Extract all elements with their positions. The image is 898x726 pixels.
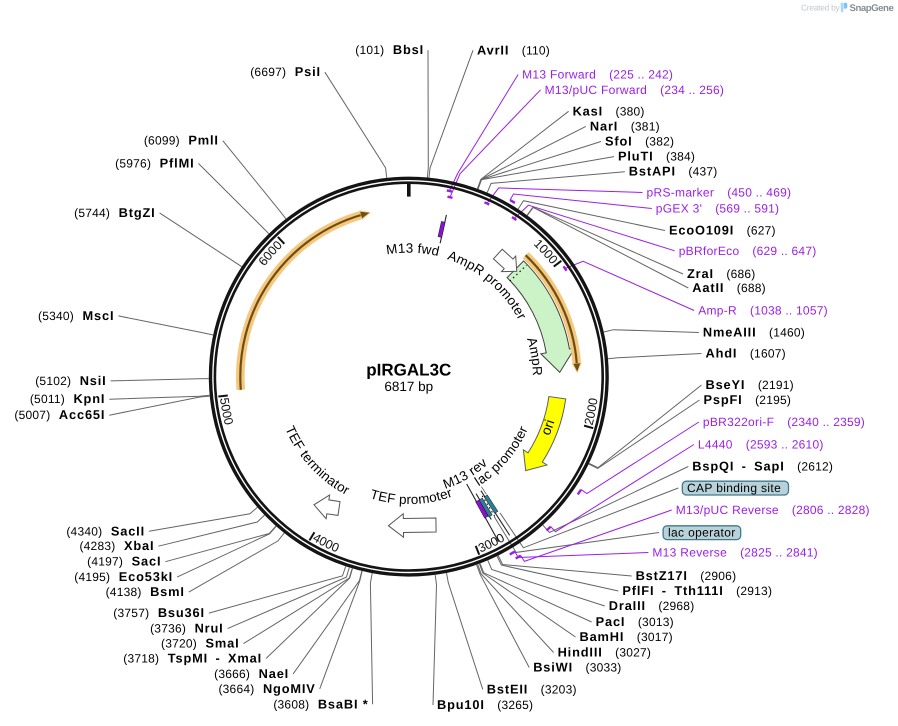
svg-text:(6697)PsiI: (6697) PsiI (250, 64, 321, 79)
svg-text:lac operator: lac operator (668, 526, 736, 540)
svg-text:(5007)Acc65I: (5007) Acc65I (14, 407, 105, 422)
svg-text:EcoO109I(627): EcoO109I (627) (669, 223, 776, 238)
svg-text:ori: ori (538, 418, 557, 438)
svg-text:CAP binding site: CAP binding site (687, 481, 781, 495)
svg-text:PflFI - Tth111I(2913): PflFI - Tth111I (2913) (622, 583, 772, 598)
svg-text:M13/pUC Forward(234 .. 256): M13/pUC Forward (234 .. 256) (545, 83, 725, 97)
svg-text:BstZ17I(2906): BstZ17I (2906) (636, 568, 737, 583)
svg-text:pIRGAL3C: pIRGAL3C (366, 361, 451, 380)
svg-text:NmeAIII(1460): NmeAIII (1460) (703, 325, 805, 340)
svg-text:(3608)BsaBI *: (3608) BsaBI * (273, 696, 368, 711)
svg-text:Created by: Created by (801, 2, 841, 12)
svg-text:BspQI - SapI(2612): BspQI - SapI (2612) (692, 459, 833, 474)
svg-text:SnapGene: SnapGene (850, 3, 894, 14)
svg-text:M13/pUC Reverse(2806 .. 2828): M13/pUC Reverse (2806 .. 2828) (676, 503, 870, 517)
svg-text:5000: 5000 (217, 397, 236, 427)
svg-text:6817 bp: 6817 bp (384, 379, 433, 394)
svg-text:BstAPI(437): BstAPI (437) (629, 164, 718, 179)
svg-text:(3718)TspMI - XmaI: (3718) TspMI - XmaI (123, 651, 262, 666)
svg-text:pGEX 3'(569 .. 591): pGEX 3' (569 .. 591) (656, 202, 779, 216)
svg-text:L4440(2593 .. 2610): L4440 (2593 .. 2610) (698, 438, 824, 452)
svg-text:(3664)NgoMIV: (3664) NgoMIV (218, 681, 315, 696)
svg-text:2000: 2000 (582, 397, 601, 427)
svg-text:M13 fwd: M13 fwd (385, 241, 441, 259)
svg-text:(5102)NsiI: (5102) NsiI (35, 373, 106, 388)
svg-text:(4195)Eco53kI: (4195) Eco53kI (74, 569, 173, 584)
svg-text:Amp-R(1038 .. 1057): Amp-R (1038 .. 1057) (698, 304, 828, 318)
svg-text:(3757)Bsu36I: (3757) Bsu36I (113, 605, 205, 620)
